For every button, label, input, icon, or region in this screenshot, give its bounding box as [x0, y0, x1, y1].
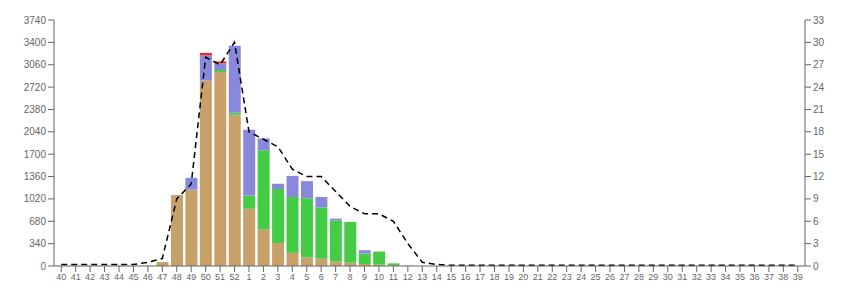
- svg-text:18: 18: [813, 126, 825, 137]
- svg-text:48: 48: [172, 272, 182, 282]
- svg-text:37: 37: [764, 272, 774, 282]
- svg-text:15: 15: [813, 149, 825, 160]
- svg-text:6: 6: [319, 272, 324, 282]
- svg-text:21: 21: [533, 272, 543, 282]
- svg-text:33: 33: [706, 272, 716, 282]
- svg-text:33: 33: [813, 15, 825, 26]
- svg-text:47: 47: [157, 272, 167, 282]
- svg-text:3060: 3060: [24, 59, 47, 70]
- svg-text:26: 26: [605, 272, 615, 282]
- svg-text:28: 28: [634, 272, 644, 282]
- svg-text:3400: 3400: [24, 37, 47, 48]
- svg-text:52: 52: [230, 272, 240, 282]
- svg-text:34: 34: [721, 272, 731, 282]
- svg-text:18: 18: [489, 272, 499, 282]
- svg-text:27: 27: [619, 272, 629, 282]
- svg-text:8: 8: [348, 272, 353, 282]
- svg-text:44: 44: [114, 272, 124, 282]
- svg-text:6: 6: [813, 216, 819, 227]
- svg-text:42: 42: [85, 272, 95, 282]
- svg-text:340: 340: [29, 238, 46, 249]
- svg-text:40: 40: [56, 272, 66, 282]
- svg-text:21: 21: [813, 104, 825, 115]
- svg-text:22: 22: [547, 272, 557, 282]
- svg-text:45: 45: [128, 272, 138, 282]
- svg-text:9: 9: [362, 272, 367, 282]
- svg-text:17: 17: [475, 272, 485, 282]
- svg-text:50: 50: [201, 272, 211, 282]
- svg-text:31: 31: [677, 272, 687, 282]
- svg-text:9: 9: [813, 193, 819, 204]
- svg-text:2040: 2040: [24, 126, 47, 137]
- svg-text:12: 12: [403, 272, 413, 282]
- svg-text:0: 0: [40, 261, 46, 272]
- svg-text:680: 680: [29, 216, 46, 227]
- svg-text:49: 49: [186, 272, 196, 282]
- svg-text:5: 5: [304, 272, 309, 282]
- svg-text:38: 38: [778, 272, 788, 282]
- svg-text:3: 3: [813, 238, 819, 249]
- svg-text:14: 14: [432, 272, 442, 282]
- svg-text:1020: 1020: [24, 193, 47, 204]
- svg-text:32: 32: [692, 272, 702, 282]
- svg-text:4: 4: [290, 272, 295, 282]
- svg-text:13: 13: [417, 272, 427, 282]
- svg-text:23: 23: [562, 272, 572, 282]
- svg-text:29: 29: [648, 272, 658, 282]
- svg-text:1360: 1360: [24, 171, 47, 182]
- svg-text:24: 24: [576, 272, 586, 282]
- svg-text:35: 35: [735, 272, 745, 282]
- svg-text:3740: 3740: [24, 15, 47, 26]
- svg-text:25: 25: [591, 272, 601, 282]
- svg-text:11: 11: [389, 272, 398, 282]
- svg-text:24: 24: [813, 82, 825, 93]
- svg-text:43: 43: [100, 272, 110, 282]
- svg-text:51: 51: [215, 272, 225, 282]
- svg-text:39: 39: [793, 272, 803, 282]
- svg-text:0: 0: [813, 261, 819, 272]
- svg-text:30: 30: [813, 37, 825, 48]
- svg-text:20: 20: [518, 272, 528, 282]
- svg-text:1700: 1700: [24, 149, 47, 160]
- svg-text:12: 12: [813, 171, 825, 182]
- svg-text:16: 16: [461, 272, 471, 282]
- svg-text:36: 36: [749, 272, 759, 282]
- svg-text:2: 2: [261, 272, 266, 282]
- svg-text:19: 19: [504, 272, 514, 282]
- svg-text:2380: 2380: [24, 104, 47, 115]
- svg-text:10: 10: [374, 272, 384, 282]
- svg-text:41: 41: [71, 272, 81, 282]
- svg-text:3: 3: [275, 272, 280, 282]
- svg-text:27: 27: [813, 59, 825, 70]
- svg-text:2720: 2720: [24, 82, 47, 93]
- svg-text:30: 30: [663, 272, 673, 282]
- svg-text:46: 46: [143, 272, 153, 282]
- svg-text:7: 7: [333, 272, 338, 282]
- svg-text:15: 15: [446, 272, 456, 282]
- svg-text:1: 1: [246, 272, 251, 282]
